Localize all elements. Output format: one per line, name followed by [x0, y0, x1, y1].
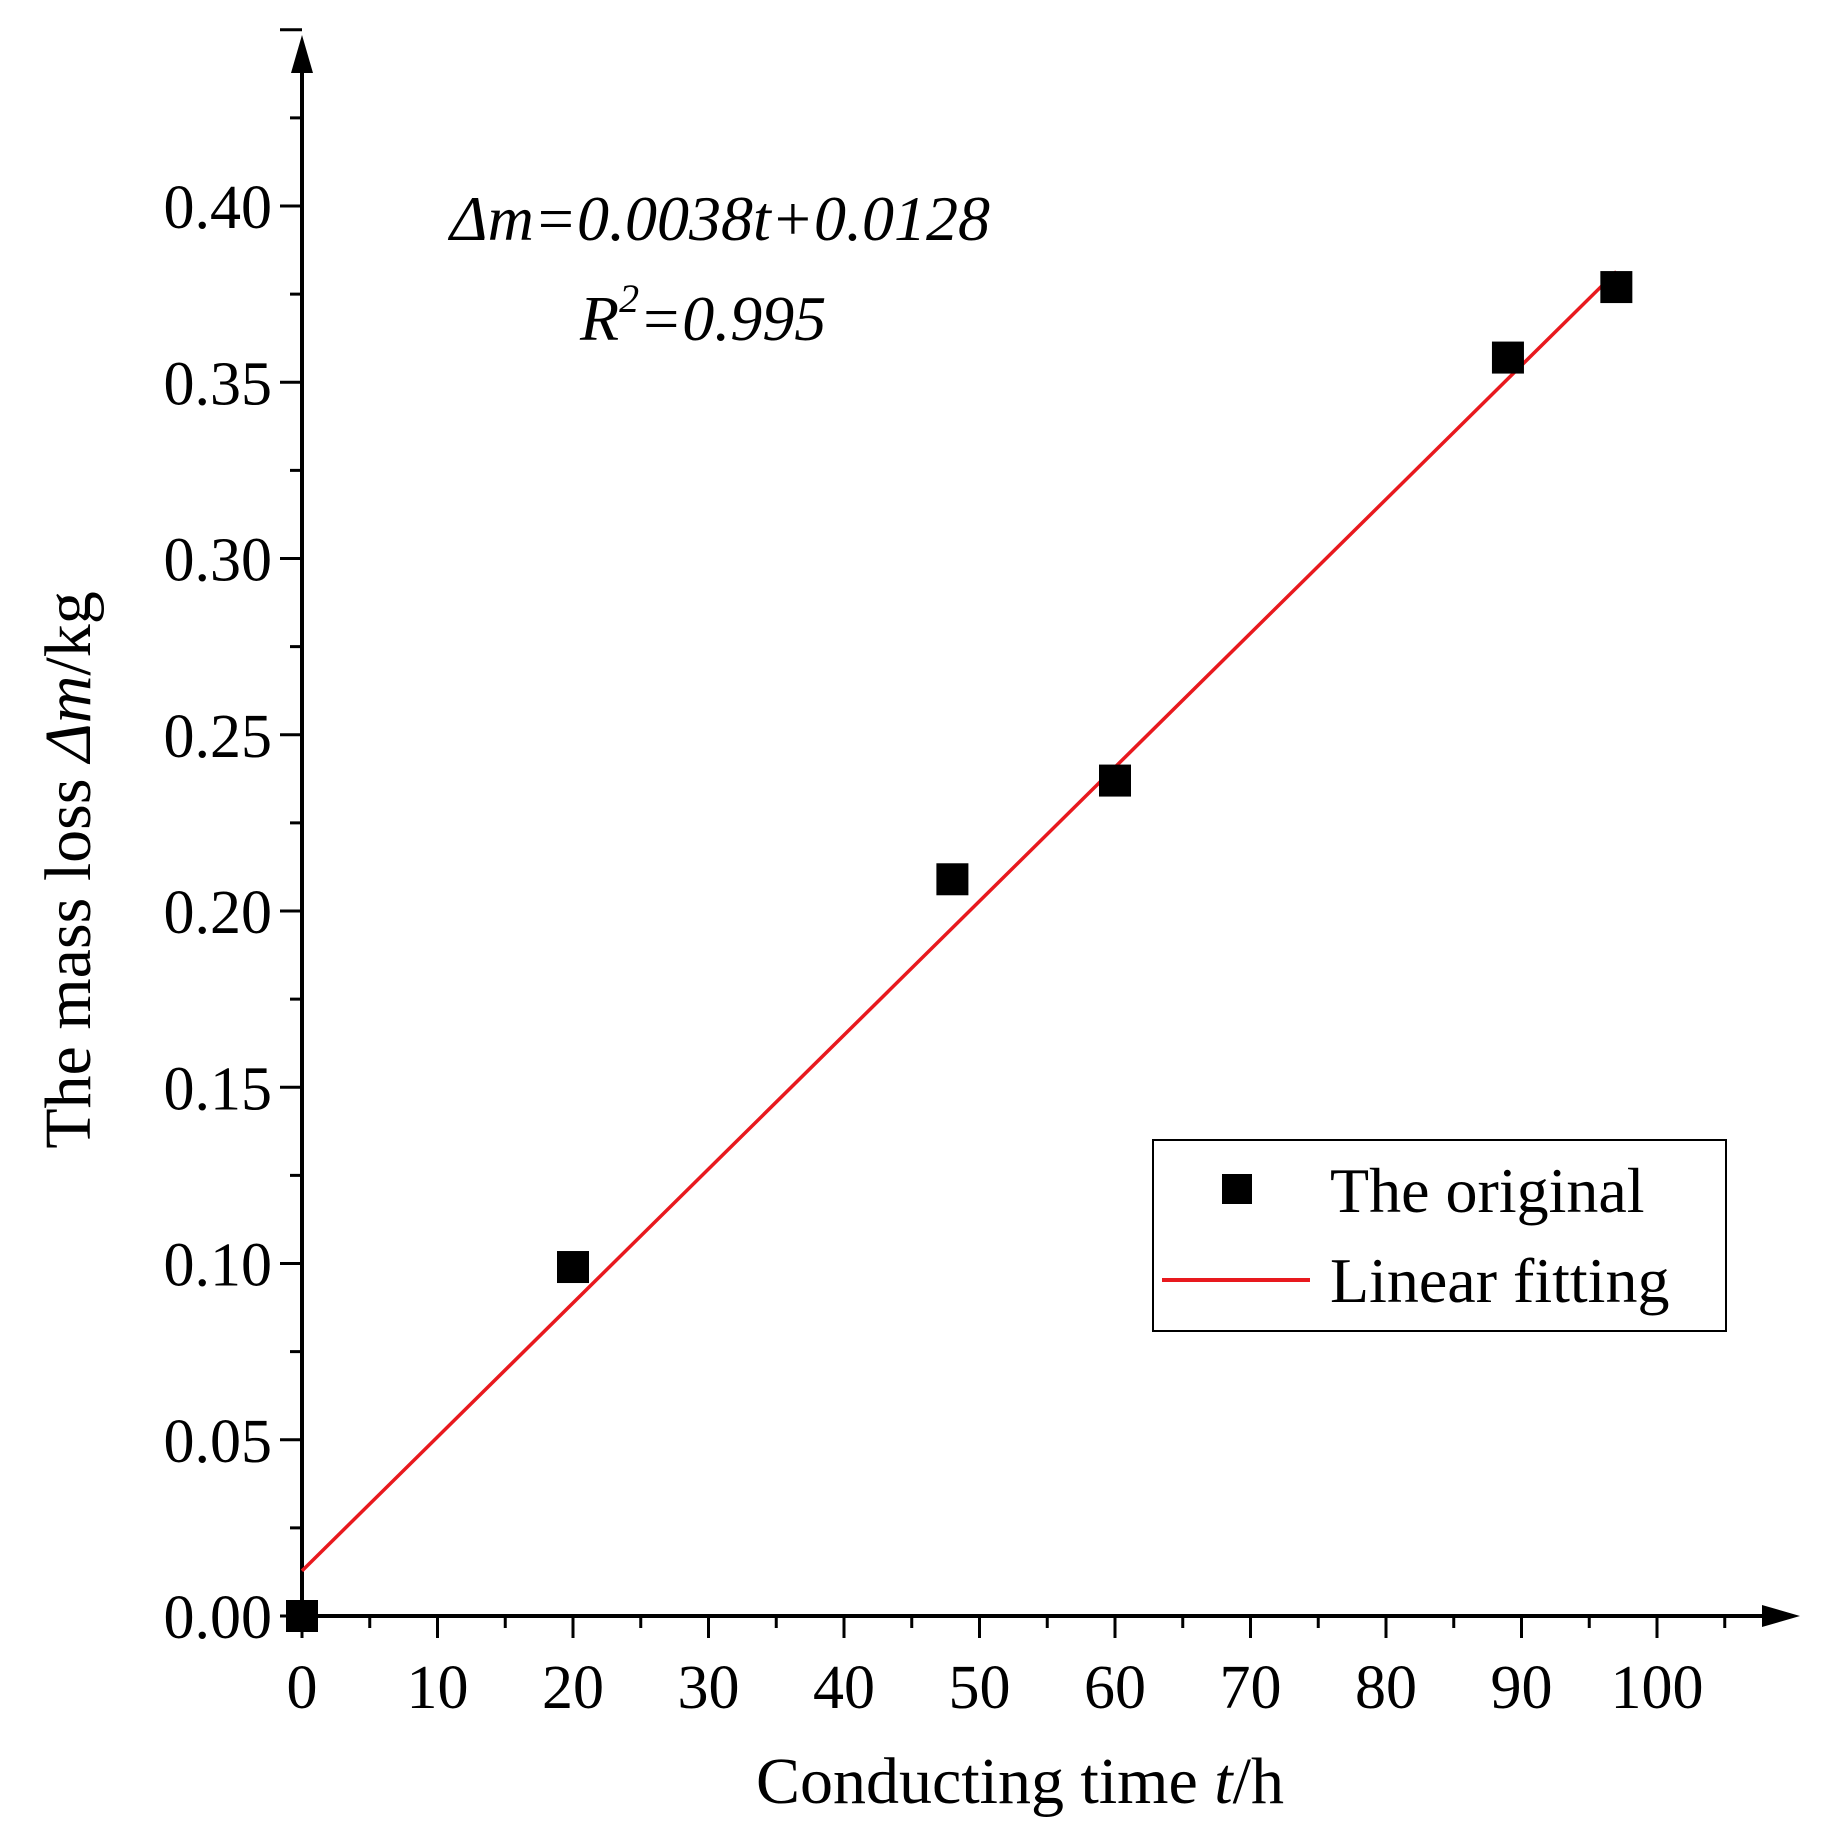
- data-point: [557, 1251, 589, 1284]
- y-tick-label: 0.10: [164, 1232, 273, 1300]
- points-layer: [286, 271, 1633, 1632]
- data-point: [1099, 764, 1131, 797]
- x-axis-title: Conducting time t/h: [756, 1745, 1284, 1818]
- y-tick-label: 0.00: [164, 1584, 273, 1652]
- x-tick-label: 30: [678, 1654, 740, 1722]
- x-tick-label: 10: [407, 1654, 469, 1722]
- x-tick-label: 70: [1220, 1654, 1282, 1722]
- y-tick-label: 0.20: [164, 879, 273, 947]
- y-tick-label: 0.25: [164, 703, 273, 771]
- y-tick-label: 0.05: [164, 1408, 273, 1476]
- legend: The original Linear fitting: [1152, 1139, 1727, 1332]
- y-tick-label: 0.30: [164, 527, 273, 595]
- legend-marker-original: [1222, 1174, 1252, 1204]
- x-tick-label: 60: [1084, 1654, 1146, 1722]
- x-tick-label: 100: [1611, 1654, 1704, 1722]
- legend-label-fit: Linear fitting: [1330, 1245, 1669, 1316]
- fit-line: [300, 270, 1618, 1573]
- tick-labels: 0 10 20 30 40 50 60 70 80 90 100 0.00 0.05 0.10 0.15 0.…: [164, 174, 1704, 1722]
- ticks: [280, 28, 1727, 1638]
- fit-equation: Δm=0.0038t+0.0128: [447, 183, 990, 254]
- x-tick-label: 0: [287, 1654, 318, 1722]
- x-tick-label: 20: [542, 1654, 604, 1722]
- data-point: [286, 1600, 318, 1632]
- fit-layer: [300, 270, 1618, 1573]
- x-tick-label: 50: [949, 1654, 1011, 1722]
- axes: [291, 35, 1800, 1627]
- r-squared: R2=0.995: [579, 276, 826, 354]
- legend-label-original: The original: [1330, 1155, 1645, 1226]
- x-tick-label: 80: [1355, 1654, 1417, 1722]
- x-axis-arrow: [1762, 1605, 1800, 1627]
- y-axis-arrow: [291, 35, 313, 73]
- data-point: [1491, 341, 1524, 374]
- legend-box: [1152, 1139, 1727, 1332]
- data-point: [1600, 271, 1633, 304]
- y-tick-label: 0.40: [164, 174, 273, 242]
- x-tick-label: 90: [1491, 1654, 1553, 1722]
- data-point: [936, 863, 969, 896]
- y-tick-label: 0.15: [164, 1055, 273, 1123]
- y-tick-label: 0.35: [164, 350, 273, 418]
- x-tick-label: 40: [813, 1654, 875, 1722]
- y-axis-title: The mass loss Δm/kg: [32, 591, 105, 1149]
